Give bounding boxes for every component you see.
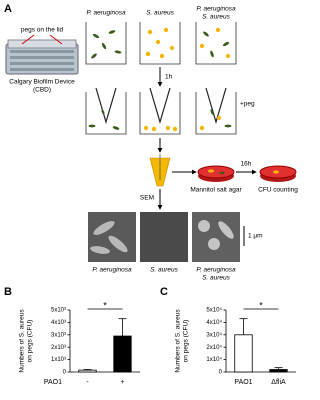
- y-tick-label: 2x10⁴: [206, 344, 222, 351]
- well-label: S. aureus: [202, 14, 231, 21]
- step-label: SEM: [140, 195, 154, 202]
- y-tick-label: 5x10⁴: [206, 307, 222, 314]
- panel-label: C: [160, 286, 168, 298]
- y-tick-label: 5x10³: [51, 308, 66, 314]
- photo-label: pegs on the lid: [21, 27, 64, 34]
- y-tick-label: 0: [219, 370, 223, 376]
- page: A pegs on the lid Calgary Biofilm Device…: [4, 2, 299, 386]
- panel-label: B: [4, 286, 12, 298]
- x-axis-label: PAO1: [44, 379, 62, 386]
- x-tick-label: PAO1: [234, 379, 252, 386]
- figure: A pegs on the lid Calgary Biofilm Device…: [4, 3, 298, 386]
- wells-row-1: [85, 22, 237, 65]
- sem-label: S. aureus: [150, 267, 179, 274]
- device-label: (CBD): [33, 87, 51, 94]
- step-label: 16h: [241, 161, 252, 168]
- y-axis-label: on pegs (CFU): [183, 320, 190, 363]
- device-label: Calgary Biofilm Device: [9, 79, 75, 86]
- plate-label: CFU counting: [258, 187, 298, 194]
- y-axis-label: on pegs (CFU): [27, 320, 34, 363]
- significance-label: *: [103, 300, 107, 310]
- peg-tube: [149, 154, 171, 187]
- y-axis-label: Numbers of S. aureus: [19, 309, 26, 373]
- y-tick-label: 1x10³: [51, 357, 66, 363]
- x-tick-label: -: [86, 379, 89, 386]
- x-tick-label: ΔfliA: [271, 379, 286, 386]
- x-tick-label: +: [120, 379, 124, 386]
- significance-label: *: [259, 300, 263, 310]
- step-label: 1h: [165, 74, 173, 81]
- y-tick-label: 3x10⁴: [206, 331, 222, 338]
- y-tick-label: 4x10³: [51, 320, 66, 326]
- bar: [234, 334, 253, 373]
- bar: [269, 369, 288, 373]
- step-label: +peg: [240, 101, 255, 108]
- bar: [113, 335, 132, 373]
- agar-plate: [197, 165, 235, 182]
- y-tick-label: 3x10³: [51, 332, 66, 338]
- well-label: S. aureus: [146, 10, 175, 17]
- y-tick-label: 4x10⁴: [206, 319, 222, 326]
- well-label: P. aeruginosa: [196, 6, 236, 13]
- y-tick-label: 0: [63, 370, 67, 376]
- count-plate: [259, 165, 297, 182]
- panel-label: A: [4, 3, 12, 15]
- scale-bar-label: 1 μm: [248, 233, 263, 240]
- y-tick-label: 1x10⁴: [206, 356, 222, 363]
- sem-label: P. aeruginosa: [196, 267, 236, 274]
- sem-label: P. aeruginosa: [92, 267, 132, 274]
- y-tick-label: 2x10³: [51, 345, 66, 351]
- y-axis-label: Numbers of S. aureus: [175, 309, 182, 373]
- sem-label: S. aureus: [202, 275, 231, 282]
- plate-label: Mannitol salt agar: [190, 187, 242, 194]
- sem-images: [88, 212, 245, 262]
- wells-row-2: [85, 87, 237, 135]
- bar: [78, 369, 97, 373]
- cbd-photo: [5, 34, 79, 75]
- well-label: P. aeruginosa: [86, 10, 126, 17]
